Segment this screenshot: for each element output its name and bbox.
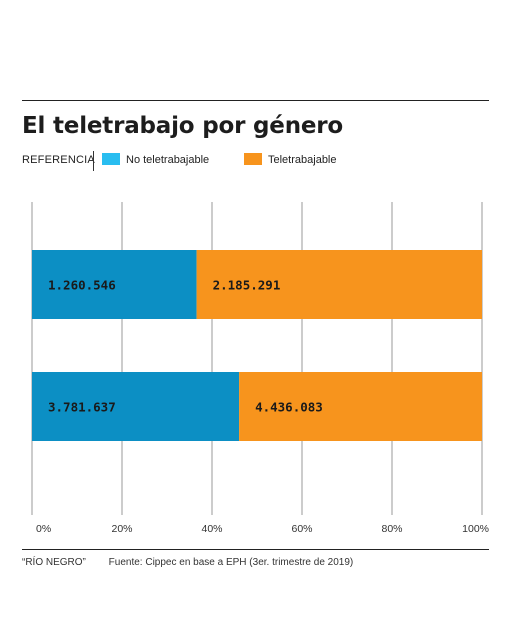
bar-teletrabajable bbox=[196, 250, 482, 319]
bottom-rule bbox=[22, 549, 489, 550]
bar-labels: 1.260.546 2.185.291 3.781.637 4.436.083 bbox=[48, 278, 323, 415]
legend-label-no-teletrabajable: No teletrabajable bbox=[126, 154, 210, 166]
legend-label-teletrabajable: Teletrabajable bbox=[268, 154, 337, 166]
bar-teletrabajable bbox=[239, 372, 482, 441]
bar-no-teletrabajable bbox=[32, 250, 197, 319]
legend-swatch-no-teletrabajable bbox=[102, 153, 120, 165]
x-tick-label: 80% bbox=[381, 523, 402, 535]
top-rule bbox=[22, 100, 489, 101]
bar-value-label: 4.436.083 bbox=[255, 400, 323, 415]
grid-lines bbox=[31, 202, 483, 515]
footer: “RÍO NEGRO” Fuente: Cippec en base a EPH… bbox=[22, 557, 353, 568]
x-tick-labels: 0% 20% 40% 60% 80% 100% bbox=[36, 523, 489, 535]
x-tick-label: 20% bbox=[111, 523, 132, 535]
bar-value-label: 2.185.291 bbox=[213, 278, 281, 293]
bar-no-teletrabajable bbox=[32, 372, 240, 441]
x-tick-label: 60% bbox=[291, 523, 312, 535]
chart-title: El teletrabajo por género bbox=[22, 113, 344, 139]
bars bbox=[32, 250, 482, 441]
legend-swatch-teletrabajable bbox=[244, 153, 262, 165]
x-tick-label: 40% bbox=[201, 523, 222, 535]
bar-value-label: 3.781.637 bbox=[48, 400, 116, 415]
bar-value-label: 1.260.546 bbox=[48, 278, 116, 293]
footer-outlet: “RÍO NEGRO” bbox=[22, 557, 86, 568]
x-tick-label: 0% bbox=[36, 523, 51, 535]
footer-source: Fuente: Cippec en base a EPH (3er. trime… bbox=[108, 557, 354, 568]
legend-separator bbox=[93, 151, 94, 171]
x-tick-label: 100% bbox=[462, 523, 489, 535]
legend-heading: REFERENCIA bbox=[22, 154, 95, 166]
